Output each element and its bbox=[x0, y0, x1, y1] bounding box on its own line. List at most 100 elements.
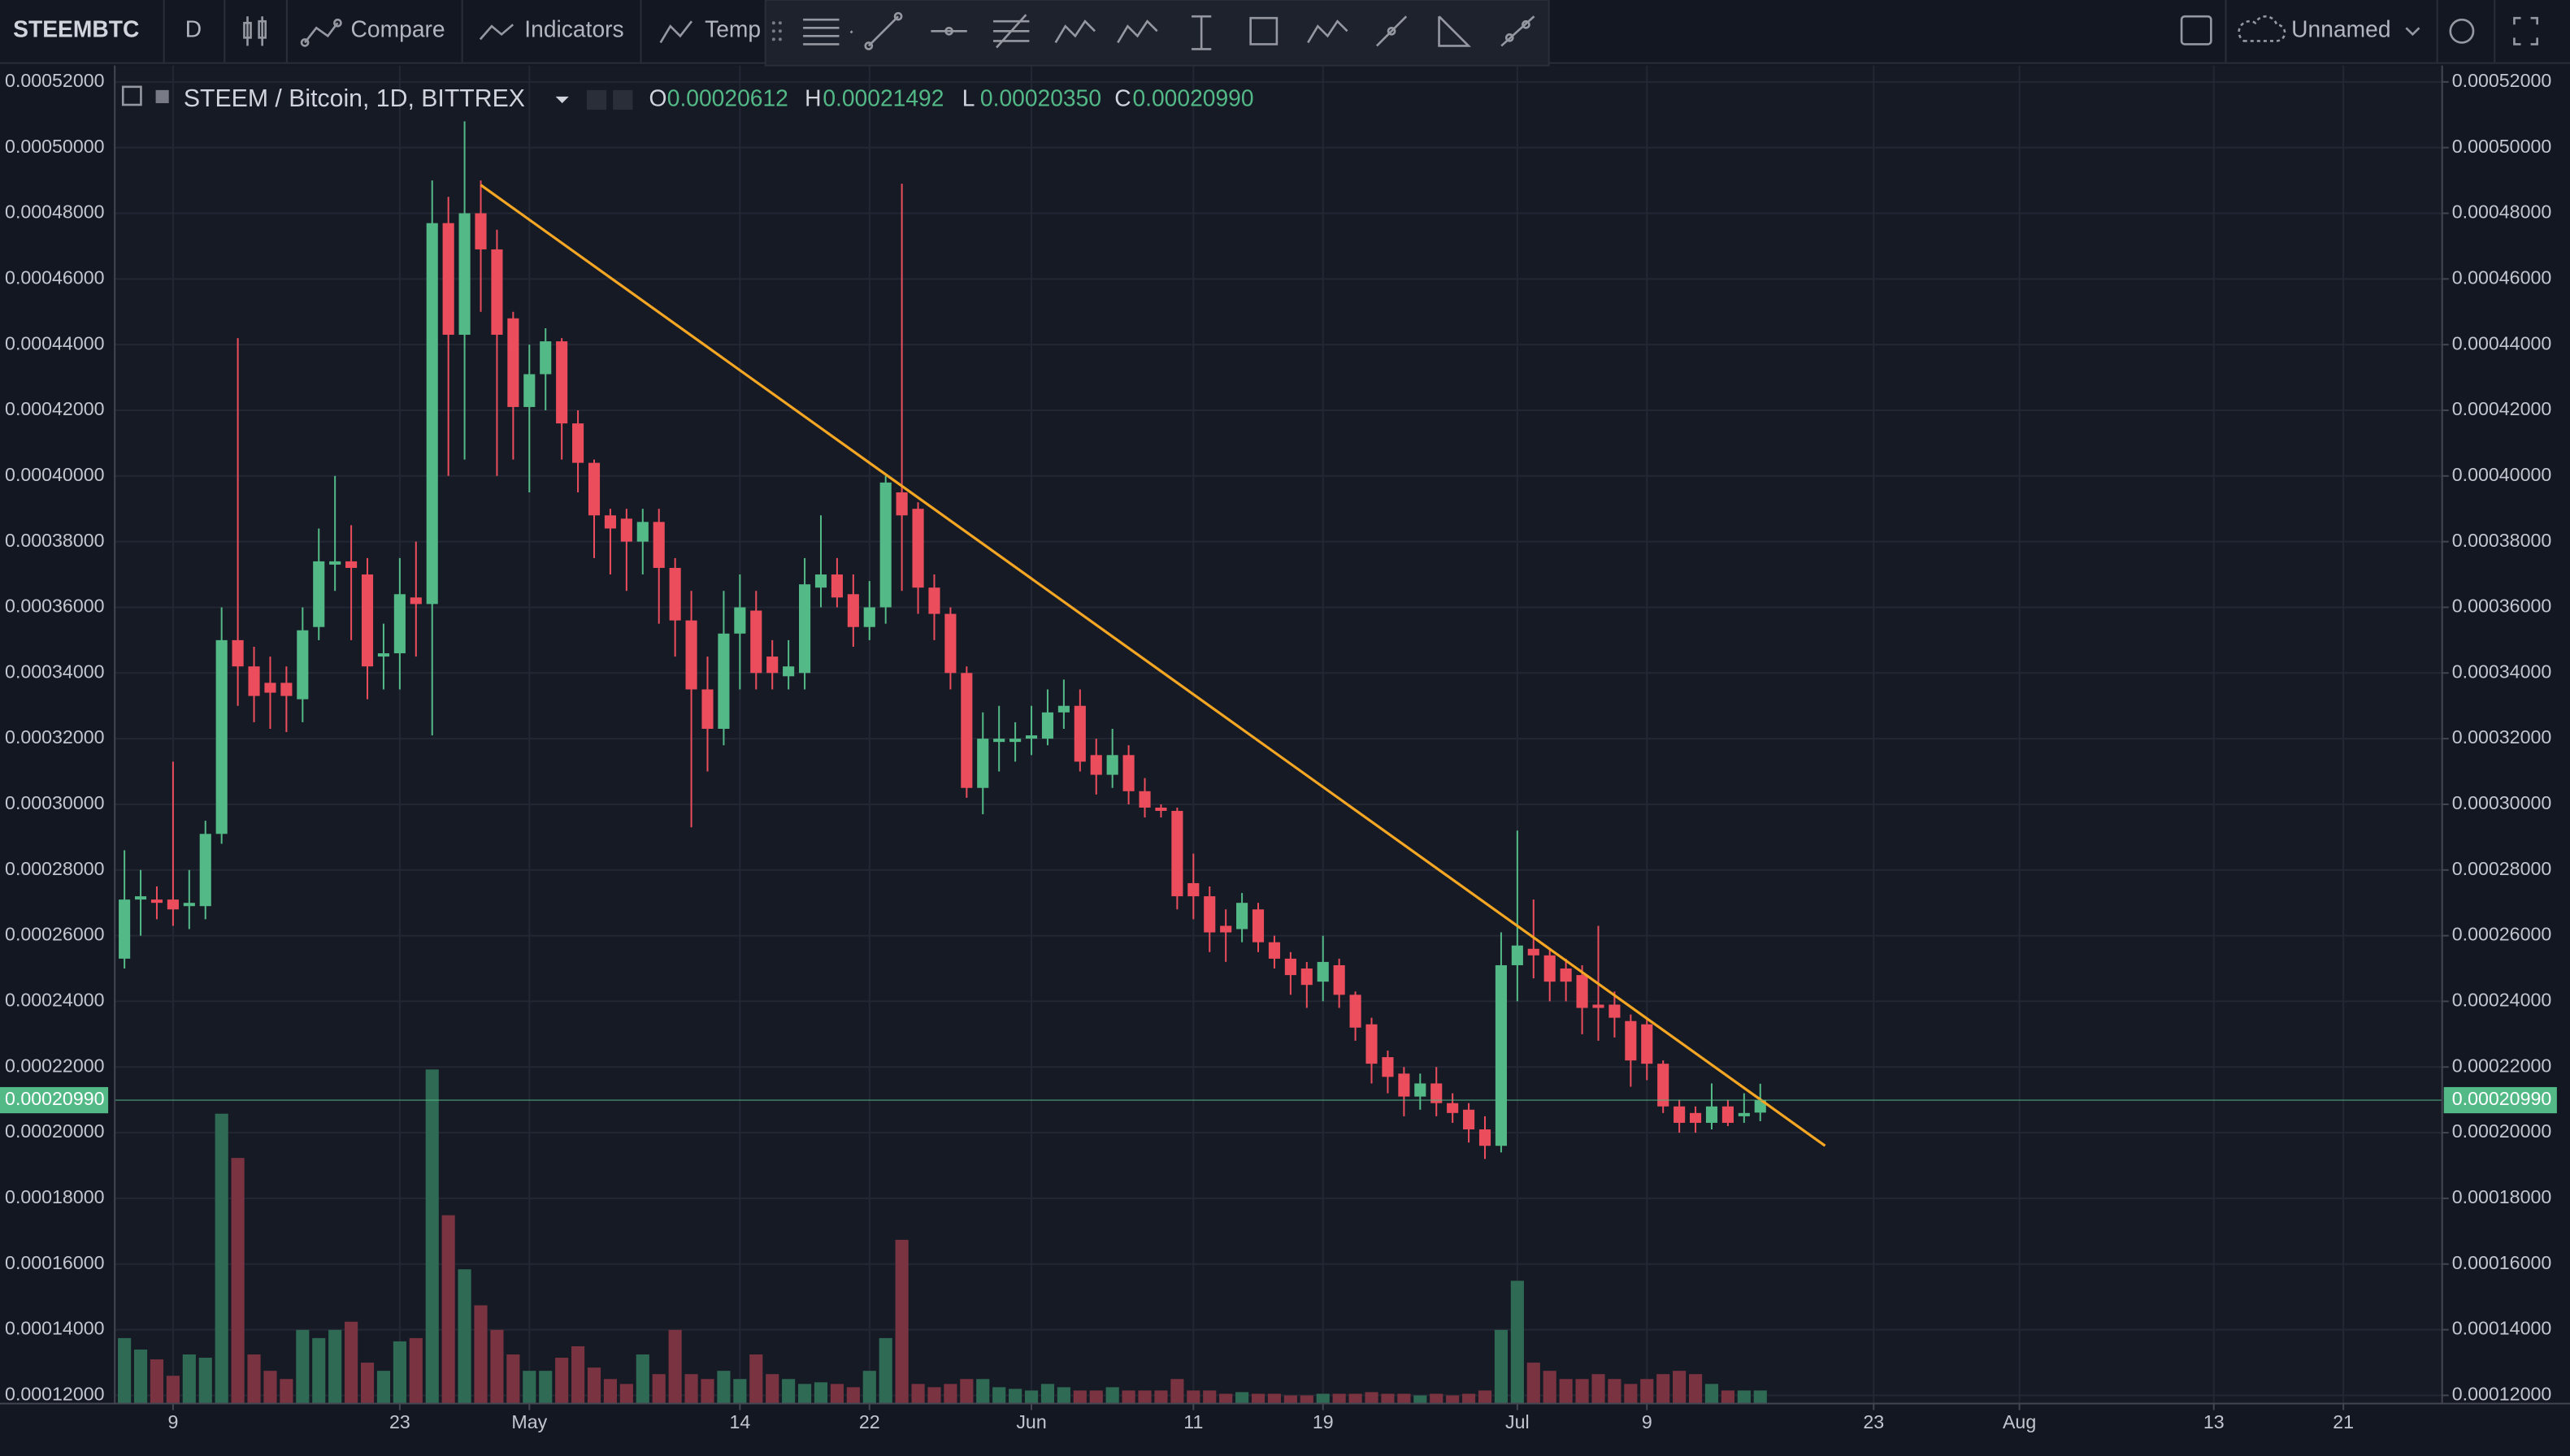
candle-body bbox=[345, 561, 358, 568]
ohlc-key: C bbox=[1114, 84, 1131, 110]
expand-icon[interactable] bbox=[121, 85, 142, 106]
volume-bar bbox=[1122, 1390, 1135, 1404]
volume-bar bbox=[506, 1354, 520, 1404]
last-price-label: 0.00020990 bbox=[2452, 1088, 2551, 1109]
volume-bar bbox=[215, 1113, 228, 1404]
volume-bar bbox=[879, 1337, 892, 1404]
x-tick-label: 23 bbox=[389, 1411, 410, 1432]
y-tick-label: 0.00036000 bbox=[2452, 596, 2551, 617]
candle-body bbox=[1365, 1024, 1378, 1064]
candle-body bbox=[734, 607, 746, 634]
volume-bar bbox=[1575, 1379, 1589, 1404]
candle-body bbox=[1252, 909, 1265, 942]
interval-button[interactable]: D bbox=[185, 16, 202, 42]
drawing-toolbar bbox=[764, 0, 1550, 67]
volume-bar bbox=[1753, 1390, 1767, 1404]
overlays bbox=[115, 184, 2442, 1147]
y-tick-label: 0.00014000 bbox=[2452, 1318, 2551, 1339]
indicators-icon[interactable] bbox=[479, 24, 514, 41]
drawing-tools[interactable] bbox=[803, 11, 1535, 50]
candle-body bbox=[1705, 1106, 1718, 1123]
select-icon[interactable] bbox=[2180, 15, 2212, 46]
x-tick-label: 13 bbox=[2203, 1411, 2225, 1432]
volume-bar bbox=[684, 1374, 698, 1404]
chart-style-icon[interactable] bbox=[243, 16, 267, 46]
candle-body bbox=[1625, 1020, 1637, 1061]
y-tick-label: 0.00018000 bbox=[5, 1186, 104, 1207]
trend-line bbox=[480, 184, 1826, 1147]
volume-bar bbox=[182, 1354, 196, 1404]
candle-body bbox=[701, 689, 714, 729]
settings-icon[interactable] bbox=[2449, 18, 2475, 44]
y-tick-label: 0.00048000 bbox=[5, 202, 104, 223]
layout-name[interactable]: Unnamed bbox=[2291, 16, 2390, 42]
volume-bar bbox=[1316, 1393, 1330, 1404]
chart-title[interactable]: STEEM / Bitcoin, 1D, BITTREX bbox=[184, 85, 525, 112]
candle-body bbox=[993, 739, 1005, 743]
candle-body bbox=[1382, 1057, 1394, 1077]
y-tick-label: 0.00052000 bbox=[2452, 70, 2551, 91]
candle-body bbox=[215, 639, 228, 834]
volume-bar bbox=[944, 1384, 957, 1404]
volume-bar bbox=[895, 1239, 909, 1404]
candle-body bbox=[783, 666, 795, 677]
compare-icon[interactable] bbox=[300, 18, 342, 47]
drag-handle bbox=[771, 21, 782, 41]
y-tick-label: 0.00028000 bbox=[5, 858, 104, 879]
y-tick-label: 0.00012000 bbox=[5, 1384, 104, 1405]
volume-bar bbox=[636, 1354, 649, 1404]
ohlc-legend: O 0.00020612 H 0.00021492 L 0.00020350 C 0.0002… bbox=[649, 84, 1254, 110]
volume-bar bbox=[1494, 1329, 1508, 1404]
volume-bar bbox=[960, 1379, 974, 1404]
templates-icon[interactable] bbox=[659, 20, 693, 44]
candle-body bbox=[1317, 961, 1329, 982]
x-tick-label: 9 bbox=[167, 1411, 178, 1432]
candle-body bbox=[1608, 1004, 1621, 1018]
axes: 0.00012000 0.00012000 0.00014000 0.00014000… bbox=[0, 70, 2557, 1432]
volume-bar bbox=[133, 1349, 148, 1404]
compare-button[interactable]: Compare bbox=[351, 16, 445, 42]
volume-bar bbox=[376, 1371, 391, 1404]
header-icon[interactable] bbox=[586, 89, 607, 110]
header-icon[interactable] bbox=[613, 89, 633, 110]
volume-bar bbox=[360, 1363, 375, 1404]
candle-body bbox=[831, 574, 843, 598]
layout-caret[interactable] bbox=[2405, 27, 2420, 37]
volume-bar bbox=[1332, 1393, 1346, 1404]
symbol-button[interactable]: STEEMBTC bbox=[13, 16, 139, 42]
volume-bar bbox=[523, 1371, 536, 1404]
volume-bar bbox=[1510, 1280, 1524, 1404]
volume-bar bbox=[1591, 1374, 1605, 1404]
fullscreen-icon[interactable] bbox=[2513, 16, 2538, 46]
volume-bar bbox=[927, 1387, 941, 1404]
candle-body bbox=[1349, 994, 1361, 1028]
volume-bar bbox=[166, 1376, 180, 1404]
y-tick-label: 0.00040000 bbox=[2452, 464, 2551, 485]
y-tick-label: 0.00016000 bbox=[2452, 1252, 2551, 1273]
y-tick-label: 0.00040000 bbox=[5, 464, 104, 485]
candle-body bbox=[669, 567, 681, 621]
last-price-label: 0.00020990 bbox=[5, 1088, 104, 1109]
candle-body bbox=[119, 899, 131, 959]
ohlc-value: 0.00021492 bbox=[823, 84, 944, 110]
candle-body bbox=[1204, 896, 1216, 933]
cloud-icon[interactable] bbox=[2238, 15, 2286, 42]
y-tick-label: 0.00032000 bbox=[2452, 726, 2551, 748]
templates-button[interactable]: Temp bbox=[705, 16, 761, 42]
candle-body bbox=[523, 374, 536, 407]
x-tick-label: 23 bbox=[1863, 1411, 1884, 1432]
x-tick-label: Jun bbox=[1016, 1411, 1046, 1432]
volume-bar bbox=[1543, 1371, 1556, 1404]
title-caret[interactable] bbox=[555, 96, 569, 103]
candle-body bbox=[442, 223, 454, 336]
indicators-button[interactable]: Indicators bbox=[524, 16, 623, 42]
volume-bar bbox=[1365, 1392, 1378, 1404]
candle-body bbox=[572, 423, 584, 463]
candle-body bbox=[393, 594, 406, 654]
candle-body bbox=[1025, 735, 1038, 739]
candle-body bbox=[150, 899, 163, 904]
volume-bar bbox=[782, 1379, 796, 1404]
x-tick-label: 21 bbox=[2333, 1411, 2354, 1432]
candle-body bbox=[199, 834, 211, 907]
grid bbox=[115, 65, 2442, 1404]
